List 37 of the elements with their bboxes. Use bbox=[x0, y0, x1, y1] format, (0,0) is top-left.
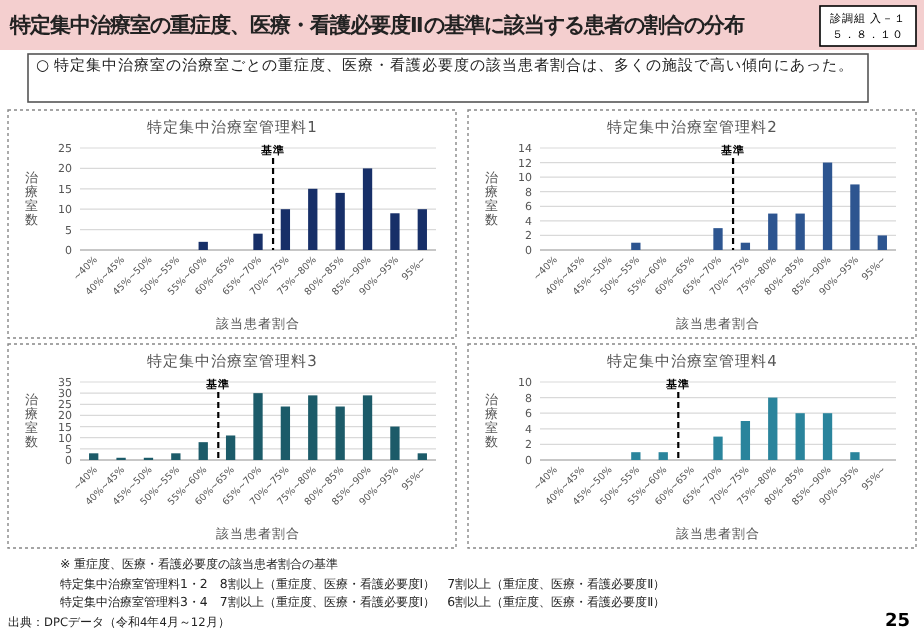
bar bbox=[390, 213, 400, 250]
bar bbox=[713, 436, 723, 460]
bar bbox=[280, 406, 291, 460]
bar bbox=[308, 188, 318, 250]
bar bbox=[362, 168, 373, 250]
bar bbox=[417, 209, 427, 250]
bar bbox=[850, 452, 860, 460]
bar bbox=[253, 393, 263, 460]
bar bbox=[658, 452, 668, 460]
bar bbox=[390, 426, 400, 460]
bar bbox=[280, 209, 291, 250]
bar bbox=[362, 395, 373, 460]
bar bbox=[822, 413, 833, 460]
bar bbox=[850, 184, 860, 250]
bar bbox=[795, 413, 805, 460]
bar bbox=[198, 442, 208, 460]
bar bbox=[89, 453, 99, 460]
bar bbox=[740, 242, 751, 250]
bar bbox=[417, 453, 427, 460]
bar bbox=[253, 233, 263, 250]
bar bbox=[308, 395, 318, 460]
bar bbox=[768, 397, 778, 460]
text: 25 bbox=[884, 612, 910, 632]
bar bbox=[631, 452, 641, 460]
bar bbox=[822, 162, 833, 250]
text: 特定集中治療室の重症度、医療・看護必要度Ⅱの基準に該当する患者の割合の分布 bbox=[8, 14, 744, 38]
bar bbox=[795, 213, 805, 250]
bar bbox=[768, 213, 778, 250]
bar bbox=[740, 421, 751, 460]
bar bbox=[631, 242, 641, 250]
bar bbox=[877, 235, 887, 250]
bar bbox=[198, 241, 208, 250]
bar bbox=[171, 453, 181, 460]
bar bbox=[335, 192, 345, 250]
bar bbox=[335, 406, 345, 460]
bar bbox=[225, 435, 236, 460]
bar bbox=[713, 228, 723, 250]
